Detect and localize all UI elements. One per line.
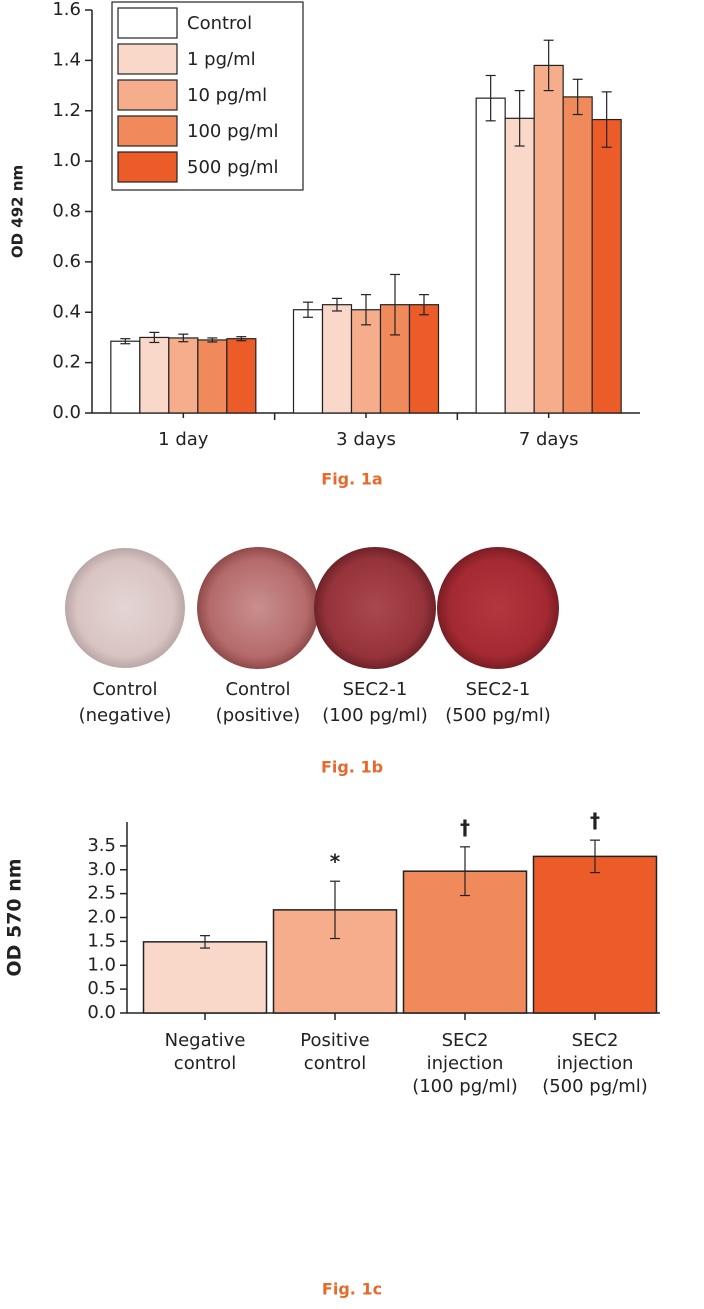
plate-label: (positive)	[216, 705, 301, 726]
plate-photo	[437, 547, 559, 669]
x-tick-label: Negative control	[164, 1030, 246, 1074]
legend-swatch	[117, 115, 178, 147]
y-tick-label: 0.6	[52, 251, 81, 272]
plate-photo	[65, 548, 185, 668]
legend-label: 500 pg/ml	[187, 157, 279, 178]
bar	[197, 339, 228, 414]
y-tick-label: 1.6	[52, 0, 81, 20]
y-tick-label: 2.5	[87, 883, 116, 904]
annotation: †	[590, 809, 600, 833]
bar	[139, 336, 170, 414]
plate-label: SEC2-1	[343, 679, 408, 700]
plate-photo	[314, 547, 436, 669]
y-tick-label: 0.5	[87, 978, 116, 999]
y-tick-label: 0.2	[52, 352, 81, 373]
y-tick-label: 0.8	[52, 201, 81, 222]
plate-label: (500 pg/ml)	[445, 705, 551, 726]
y-axis-title: OD 570 nm	[4, 858, 26, 976]
y-tick-label: 0.0	[87, 1002, 116, 1023]
bar	[408, 304, 440, 414]
legend-label: 1 pg/ml	[187, 49, 256, 70]
annotation: *	[330, 850, 341, 874]
bar	[475, 97, 506, 414]
bar	[142, 941, 268, 1014]
bar	[591, 118, 622, 414]
legend-swatch	[117, 79, 178, 111]
bar	[532, 855, 658, 1014]
bar	[226, 338, 257, 414]
bar	[292, 309, 324, 414]
legend-label: 100 pg/ml	[187, 121, 279, 142]
x-tick-label: SEC2 injection (100 pg/ml)	[412, 1030, 518, 1097]
bar	[562, 96, 593, 414]
y-tick-label: 1.0	[52, 150, 81, 171]
y-tick-label: 0.4	[52, 301, 81, 322]
x-tick-label: 3 days	[336, 429, 396, 450]
y-tick-label: 1.2	[52, 100, 81, 121]
y-tick-label: 1.4	[52, 49, 81, 70]
y-tick-label: 0.0	[52, 402, 81, 423]
plate-label: (negative)	[79, 705, 172, 726]
caption: Fig. 1c	[322, 1280, 382, 1299]
legend-label: Control	[187, 13, 252, 34]
x-tick-label: SEC2 injection (500 pg/ml)	[542, 1030, 648, 1097]
annotation: †	[460, 815, 470, 839]
plate-photo	[197, 547, 319, 669]
y-tick-label: 2.0	[87, 907, 116, 928]
y-tick-label: 3.0	[87, 859, 116, 880]
x-tick-label: Positive control	[300, 1030, 370, 1074]
legend-label: 10 pg/ml	[187, 85, 267, 106]
bar	[350, 309, 382, 414]
bar	[504, 117, 535, 414]
plate-label: SEC2-1	[466, 679, 531, 700]
bar	[321, 304, 353, 414]
plate-label: Control	[92, 679, 157, 700]
plate-label: Control	[225, 679, 290, 700]
y-tick-label: 3.5	[87, 835, 116, 856]
y-axis-title: OD 492 nm	[9, 165, 27, 258]
x-tick-label: 1 day	[158, 429, 209, 450]
caption: Fig. 1a	[321, 470, 382, 489]
y-tick-label: 1.5	[87, 930, 116, 951]
bar	[110, 340, 141, 414]
x-tick-label: 7 days	[519, 429, 579, 450]
bar	[533, 64, 564, 414]
legend-swatch	[117, 43, 178, 75]
plate-label: (100 pg/ml)	[322, 705, 428, 726]
legend-swatch	[117, 151, 178, 183]
caption: Fig. 1b	[321, 758, 383, 777]
y-tick-label: 1.0	[87, 954, 116, 975]
legend-swatch	[117, 7, 178, 39]
bar	[168, 337, 199, 414]
